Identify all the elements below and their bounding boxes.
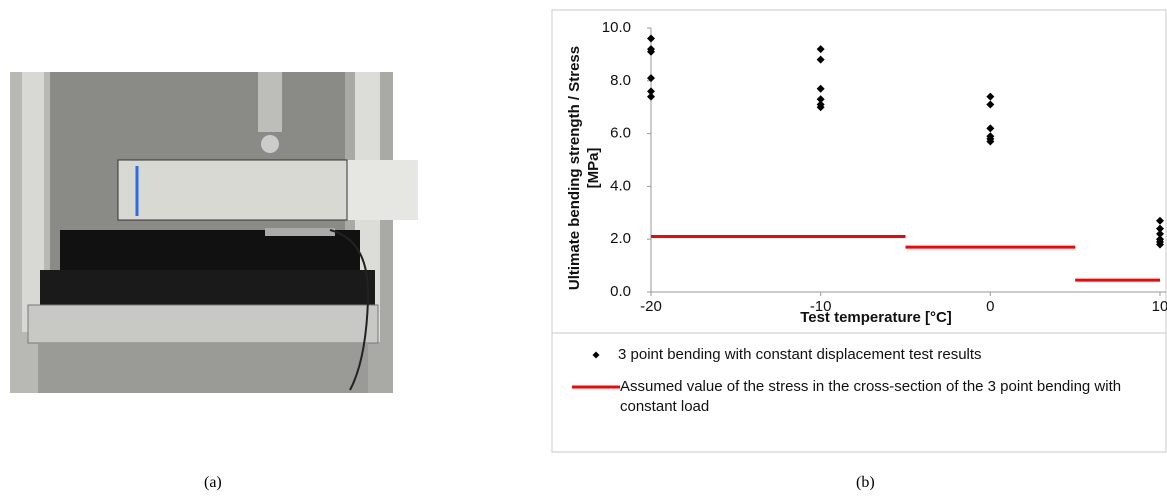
point bbox=[1156, 229, 1164, 238]
x-tick-label: 0 bbox=[986, 298, 994, 315]
y-tick-label: 4.0 bbox=[610, 177, 631, 194]
x-tick-label: 10 bbox=[1152, 298, 1167, 315]
step-line bbox=[651, 235, 1160, 282]
point bbox=[1156, 240, 1164, 249]
caption-b: (b) bbox=[856, 474, 875, 491]
point bbox=[1156, 216, 1164, 225]
point bbox=[647, 87, 655, 96]
point bbox=[816, 103, 825, 112]
x-tick-label: -10 bbox=[810, 298, 832, 315]
point bbox=[986, 137, 995, 146]
y-tick-label: 0.0 bbox=[610, 283, 631, 300]
y-tick-label: 10.0 bbox=[602, 19, 631, 36]
y-tick-label: 2.0 bbox=[610, 230, 631, 247]
y-axis-label: Ultimate bending strength / Stress [MPa] bbox=[566, 46, 602, 290]
x-axis-label: Test temperature [°C] bbox=[800, 309, 952, 326]
point bbox=[986, 124, 995, 133]
legend-label: Assumed value of the stress in the cross… bbox=[620, 378, 1122, 415]
point bbox=[986, 100, 995, 109]
y-axis-label-line: Ultimate bending strength / Stress bbox=[566, 46, 583, 290]
point bbox=[816, 84, 825, 93]
photo bbox=[10, 72, 418, 393]
x-tick-label: -20 bbox=[640, 298, 662, 315]
point bbox=[816, 45, 825, 54]
point bbox=[647, 92, 655, 101]
y-axis-label-line: [MPa] bbox=[585, 148, 602, 189]
y-tick-label: 6.0 bbox=[610, 125, 631, 142]
point bbox=[816, 95, 825, 104]
point bbox=[816, 55, 825, 64]
chart-frame bbox=[551, 9, 1167, 453]
legend-label: 3 point bending with constant displaceme… bbox=[618, 346, 982, 363]
point bbox=[986, 92, 995, 101]
point bbox=[1156, 224, 1164, 233]
point bbox=[647, 34, 655, 43]
point bbox=[647, 47, 655, 56]
caption-a: (a) bbox=[204, 474, 222, 491]
legend-swatch bbox=[592, 351, 600, 359]
y-tick-label: 8.0 bbox=[610, 72, 631, 89]
point bbox=[647, 74, 655, 83]
